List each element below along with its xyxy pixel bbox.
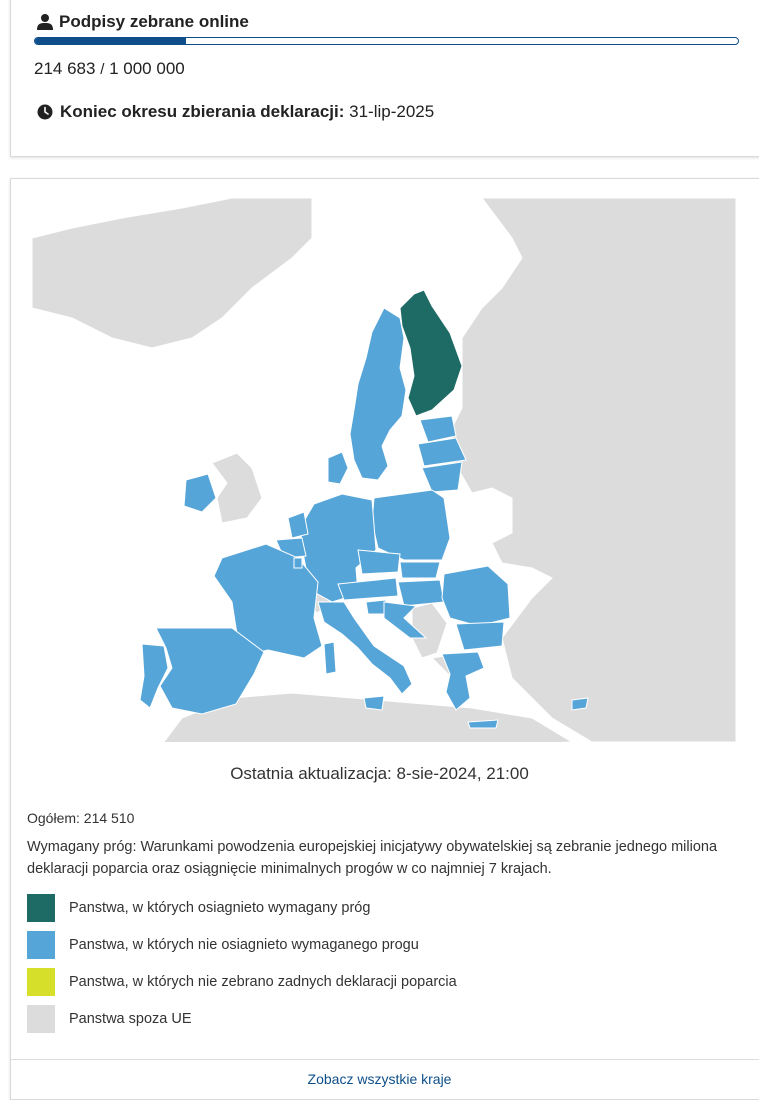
progress-fill <box>35 38 186 44</box>
signatures-progress-bar <box>34 37 739 45</box>
legend-item-non-eu: Panstwa spoza UE <box>27 1005 457 1033</box>
country-croatia[interactable] <box>383 601 428 639</box>
legend-label: Panstwa, w których nie osiagnieto wymaga… <box>69 937 419 953</box>
signatures-card <box>10 0 759 157</box>
signatures-title: Podpisy zebrane online <box>59 12 249 31</box>
map-legend: Panstwa, w których osiagnieto wymagany p… <box>27 894 457 1042</box>
legend-label: Panstwa, w których nie zebrano zadnych d… <box>69 974 457 990</box>
signatures-separator: / <box>100 61 105 78</box>
country-sweden[interactable] <box>349 307 407 481</box>
deadline-row: Koniec okresu zbierania deklaracji: 31-l… <box>37 102 434 122</box>
country-finland[interactable] <box>399 289 463 417</box>
country-denmark[interactable] <box>327 451 349 485</box>
divider <box>10 1059 759 1060</box>
country-netherlands[interactable] <box>287 511 309 539</box>
country-spain[interactable] <box>155 627 265 715</box>
country-latvia[interactable] <box>417 437 467 467</box>
legend-swatch-reached <box>27 894 55 922</box>
country-greece[interactable] <box>441 651 485 711</box>
country-luxembourg[interactable] <box>293 557 303 569</box>
threshold-description: Wymagany próg: Warunkami powodzenia euro… <box>27 839 718 877</box>
deadline-date: 31-lip-2025 <box>349 102 435 121</box>
country-slovakia[interactable] <box>399 561 441 579</box>
country-poland[interactable] <box>371 489 451 561</box>
signatures-count: 214 683 / 1 000 000 <box>34 59 185 79</box>
country-crete[interactable] <box>467 719 499 729</box>
signatures-header: Podpisy zebrane online <box>36 12 249 32</box>
country-czechia[interactable] <box>357 549 401 575</box>
country-lithuania[interactable] <box>421 461 463 493</box>
person-icon <box>37 14 53 30</box>
country-estonia[interactable] <box>419 415 457 443</box>
country-italy[interactable] <box>317 601 413 695</box>
legend-label: Panstwa, w których osiagnieto wymagany p… <box>69 900 371 916</box>
legend-item-not-reached: Panstwa, w których nie osiagnieto wymaga… <box>27 931 457 959</box>
country-ireland[interactable] <box>183 473 217 513</box>
legend-item-reached: Panstwa, w których osiagnieto wymagany p… <box>27 894 457 922</box>
signatures-collected: 214 683 <box>34 59 96 78</box>
country-sicily[interactable] <box>363 695 385 711</box>
country-austria[interactable] <box>337 577 399 601</box>
legend-item-none: Panstwa, w których nie zebrano zadnych d… <box>27 968 457 996</box>
legend-label: Panstwa spoza UE <box>69 1011 192 1027</box>
country-cyprus[interactable] <box>571 697 589 711</box>
country-hungary[interactable] <box>397 579 445 607</box>
deadline-label: Koniec okresu zbierania deklaracji: <box>60 102 345 121</box>
clock-icon <box>37 104 53 120</box>
country-portugal[interactable] <box>139 643 169 709</box>
legend-swatch-not-reached <box>27 931 55 959</box>
non-eu-landmass <box>32 198 736 742</box>
last-update-text: Ostatnia aktualizacja: 8-sie-2024, 21:00 <box>230 764 529 783</box>
country-sardinia[interactable] <box>323 641 337 675</box>
country-bulgaria[interactable] <box>455 621 505 651</box>
see-all-countries-link[interactable]: Zobacz wszystkie kraje <box>307 1071 452 1087</box>
europe-map[interactable] <box>32 198 736 742</box>
total-count: Ogółem: 214 510 <box>27 810 135 826</box>
country-slovenia[interactable] <box>365 599 387 615</box>
legend-swatch-none <box>27 968 55 996</box>
signatures-goal: 1 000 000 <box>109 59 185 78</box>
legend-swatch-non-eu <box>27 1005 55 1033</box>
